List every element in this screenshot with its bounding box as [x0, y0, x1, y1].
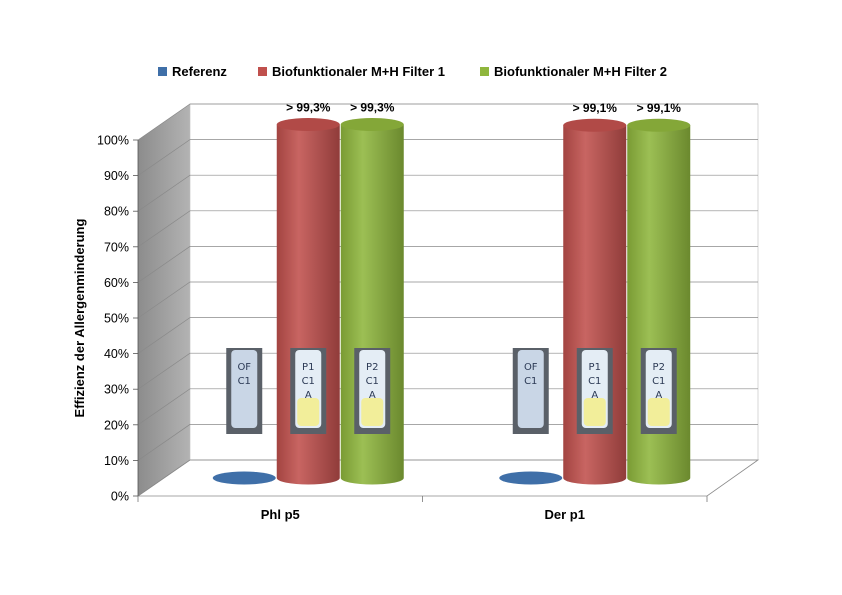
cylinder-bar: OF C1 [212, 348, 276, 485]
sample-tube-photo: P2 C1 A [354, 348, 391, 434]
tube-label-line: A [591, 390, 598, 401]
legend-label-referenz: Referenz [172, 64, 227, 79]
tube-label-line: C1 [652, 376, 665, 387]
tube-label-line: C1 [302, 376, 315, 387]
y-tick-label: 70% [104, 240, 129, 254]
x-category-label: Phl p5 [261, 507, 300, 522]
tube-liquid [583, 398, 606, 426]
legend-swatch-referenz [158, 67, 167, 76]
data-label: > 99,1% [637, 101, 682, 115]
data-label: > 99,3% [286, 100, 331, 114]
y-tick-label: 50% [104, 312, 129, 326]
legend-swatch-filter-1 [258, 67, 267, 76]
tube-label-line: P2 [653, 362, 665, 373]
y-tick-label: 40% [104, 347, 129, 361]
data-label: > 99,1% [573, 101, 618, 115]
gridline [137, 103, 758, 141]
y-tick-label: 0% [111, 490, 129, 504]
tube-label-line: A [305, 390, 312, 401]
y-tick-label: 80% [104, 205, 129, 219]
y-axis-title: Effizienz der Allergenminderung [72, 219, 87, 418]
chart-legend: Referenz Biofunktionaler M+H Filter 1 Bi… [0, 64, 842, 84]
tube-label-line: OF [237, 362, 251, 373]
tube-liquid [297, 398, 320, 426]
y-tick-label: 10% [104, 454, 129, 468]
cylinder-bar: P2 C1 A [340, 117, 404, 485]
cylinder-top [563, 118, 627, 132]
tube-liquid [647, 398, 670, 426]
tube-liquid [361, 398, 384, 426]
tube-label-line: P2 [366, 362, 378, 373]
tube-label-line: OF [524, 362, 538, 373]
data-label: > 99,3% [350, 100, 395, 114]
tube-body [231, 350, 258, 428]
y-tick-label: 60% [104, 276, 129, 290]
cylinder-top [340, 117, 404, 131]
cylinder-base [499, 471, 563, 485]
legend-item-referenz: Referenz [158, 64, 227, 79]
sample-tube-photo: P2 C1 A [640, 348, 677, 434]
sample-tube-photo: OF C1 [226, 348, 263, 434]
cylinder-top [627, 118, 691, 132]
cylinder-bar: OF C1 [499, 348, 563, 485]
tube-label-line: C1 [238, 376, 251, 387]
tube-label-line: P1 [302, 362, 314, 373]
x-category-label: Der p1 [545, 507, 585, 522]
cylinder-bar: P1 C1 A [563, 118, 627, 485]
cylinder-bar: P2 C1 A [627, 118, 691, 485]
tube-body [517, 350, 544, 428]
legend-swatch-filter-2 [480, 67, 489, 76]
tube-label-line: C1 [366, 376, 379, 387]
sample-tube-photo: P1 C1 A [290, 348, 327, 434]
y-tick-label: 90% [104, 169, 129, 183]
tube-label-line: C1 [588, 376, 601, 387]
legend-item-filter-2: Biofunktionaler M+H Filter 2 [480, 64, 667, 79]
legend-label-filter-1: Biofunktionaler M+H Filter 1 [272, 64, 445, 79]
y-tick-label: 30% [104, 383, 129, 397]
tube-label-line: P1 [589, 362, 601, 373]
cylinder-bar: P1 C1 A [276, 117, 340, 485]
y-tick-label: 100% [97, 134, 129, 148]
sample-tube-photo: P1 C1 A [576, 348, 613, 434]
tube-label-line: A [655, 390, 662, 401]
y-tick-label: 20% [104, 418, 129, 432]
tube-label-line: A [369, 390, 376, 401]
sample-tube-photo: OF C1 [512, 348, 549, 434]
legend-label-filter-2: Biofunktionaler M+H Filter 2 [494, 64, 667, 79]
cylinder-base [212, 471, 276, 485]
cylinder-top [276, 117, 340, 131]
tube-label-line: C1 [524, 376, 537, 387]
legend-item-filter-1: Biofunktionaler M+H Filter 1 [258, 64, 445, 79]
